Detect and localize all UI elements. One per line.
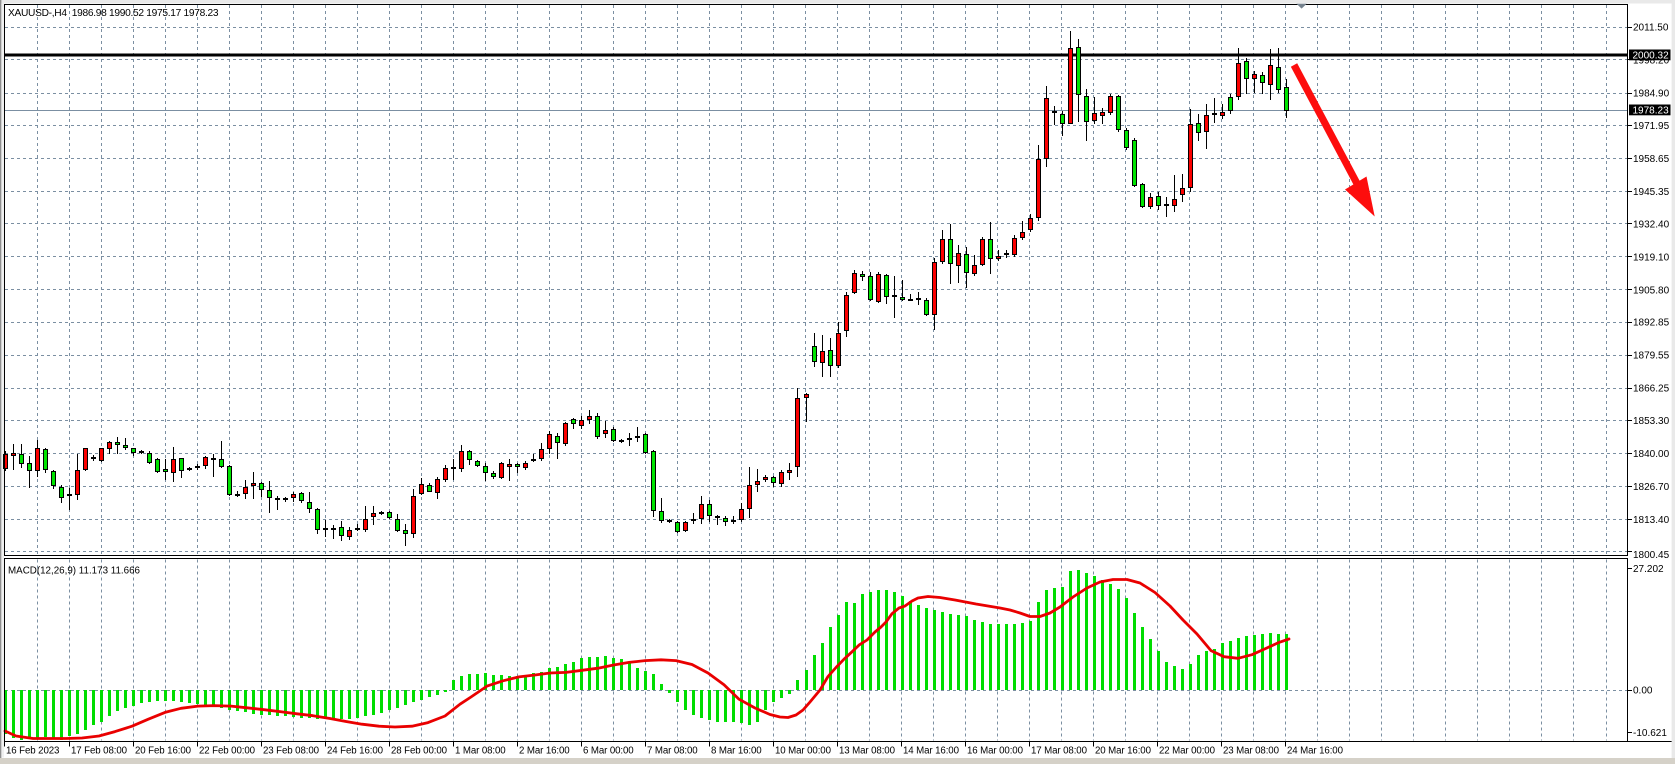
svg-text:1932.40: 1932.40 [1633, 219, 1670, 230]
svg-text:27.202: 27.202 [1633, 564, 1664, 575]
svg-text:13 Mar 08:00: 13 Mar 08:00 [839, 746, 896, 757]
svg-text:16 Mar 00:00: 16 Mar 00:00 [967, 746, 1024, 757]
svg-text:1978.23: 1978.23 [1633, 106, 1670, 117]
svg-text:1998.20: 1998.20 [1633, 55, 1670, 66]
svg-text:1840.00: 1840.00 [1633, 449, 1670, 460]
svg-text:20 Feb 16:00: 20 Feb 16:00 [135, 746, 192, 757]
svg-text:2011.50: 2011.50 [1633, 23, 1669, 34]
svg-text:6 Mar 00:00: 6 Mar 00:00 [583, 746, 634, 757]
svg-text:1958.65: 1958.65 [1633, 154, 1670, 165]
svg-text:24 Feb 16:00: 24 Feb 16:00 [327, 746, 384, 757]
svg-text:23 Mar 08:00: 23 Mar 08:00 [1223, 746, 1280, 757]
svg-text:22 Mar 00:00: 22 Mar 00:00 [1159, 746, 1216, 757]
svg-text:20 Mar 16:00: 20 Mar 16:00 [1095, 746, 1152, 757]
svg-text:1945.35: 1945.35 [1633, 187, 1670, 198]
svg-text:1919.10: 1919.10 [1633, 252, 1670, 263]
svg-text:1 Mar 08:00: 1 Mar 08:00 [455, 746, 506, 757]
svg-text:1905.80: 1905.80 [1633, 285, 1670, 296]
svg-text:7 Mar 08:00: 7 Mar 08:00 [647, 746, 698, 757]
svg-text:1826.70: 1826.70 [1633, 482, 1670, 493]
svg-text:1892.85: 1892.85 [1633, 318, 1670, 329]
svg-text:14 Mar 16:00: 14 Mar 16:00 [903, 746, 960, 757]
svg-text:28 Feb 00:00: 28 Feb 00:00 [391, 746, 448, 757]
svg-text:2 Mar 16:00: 2 Mar 16:00 [519, 746, 570, 757]
svg-text:1984.90: 1984.90 [1633, 89, 1670, 100]
svg-text:23 Feb 08:00: 23 Feb 08:00 [263, 746, 320, 757]
svg-text:17 Mar 08:00: 17 Mar 08:00 [1031, 746, 1088, 757]
svg-text:16 Feb 2023: 16 Feb 2023 [6, 746, 59, 757]
svg-text:-10.621: -10.621 [1633, 728, 1667, 739]
svg-text:0.00: 0.00 [1633, 686, 1653, 697]
svg-text:1853.30: 1853.30 [1633, 416, 1670, 427]
svg-text:10 Mar 00:00: 10 Mar 00:00 [775, 746, 832, 757]
svg-text:1866.25: 1866.25 [1633, 384, 1670, 395]
svg-text:1971.95: 1971.95 [1633, 121, 1670, 132]
svg-text:22 Feb 00:00: 22 Feb 00:00 [199, 746, 256, 757]
svg-text:8 Mar 16:00: 8 Mar 16:00 [711, 746, 762, 757]
svg-text:24 Mar 16:00: 24 Mar 16:00 [1287, 746, 1344, 757]
svg-text:1879.55: 1879.55 [1633, 351, 1670, 362]
svg-text:MACD(12,26,9) 11.173 11.666: MACD(12,26,9) 11.173 11.666 [8, 566, 141, 577]
svg-text:1813.40: 1813.40 [1633, 515, 1670, 526]
svg-text:1800.45: 1800.45 [1633, 550, 1670, 561]
svg-text:XAUUSD-,H4 1986.98 1990.52 19: XAUUSD-,H4 1986.98 1990.52 1975.17 1978.… [8, 8, 219, 19]
svg-text:17 Feb 08:00: 17 Feb 08:00 [71, 746, 128, 757]
svg-text:2000.32: 2000.32 [1633, 51, 1670, 62]
